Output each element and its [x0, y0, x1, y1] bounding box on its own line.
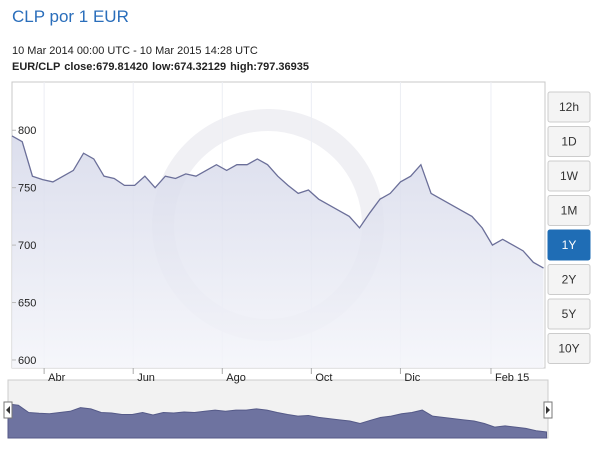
subtitle: 10 Mar 2014 00:00 UTC - 10 Mar 2015 14:2… — [12, 45, 258, 57]
x-tick-label: Ago — [226, 372, 246, 384]
navigator-area — [7, 403, 548, 439]
range-button-label: 1W — [560, 169, 579, 183]
x-tick-label: Feb 15 — [495, 372, 529, 384]
area — [12, 135, 544, 368]
stat-label: close: — [64, 61, 96, 73]
range-button[interactable] — [547, 91, 591, 123]
y-tick-label: 600 — [18, 355, 36, 367]
range-button[interactable] — [547, 126, 591, 157]
y-tick-label: 700 — [18, 240, 36, 252]
navigator-arrow — [6, 406, 10, 414]
range-button-label: 5Y — [562, 307, 577, 321]
range-button-label: 10Y — [558, 342, 579, 356]
range-button-label: 1Y — [562, 238, 577, 252]
range-button-label: 1D — [561, 135, 577, 149]
stat-label: low: — [152, 61, 174, 73]
stats-line: EUR/CLP close:679.81420 low:674.32129 high:… — [12, 61, 309, 73]
pair: EUR/CLP — [12, 61, 60, 73]
x-tick-label: Dic — [404, 372, 420, 384]
range-button[interactable] — [547, 264, 591, 295]
y-tick-label: 800 — [18, 125, 36, 137]
range-button[interactable] — [547, 333, 591, 364]
range-button[interactable] — [547, 195, 591, 226]
navigator-arrow — [546, 406, 550, 414]
stat-label: high: — [230, 61, 257, 73]
range-button[interactable] — [547, 229, 591, 261]
y-tick-label: 750 — [18, 183, 36, 195]
stat-value: 674.32129 — [174, 61, 226, 73]
stat-value: 797.36935 — [257, 61, 309, 73]
range-button-label: 12h — [559, 100, 579, 114]
y-tick-label: 650 — [18, 298, 36, 310]
range-button-label: 1M — [561, 204, 578, 218]
x-tick-label: Oct — [315, 372, 332, 384]
range-button-label: 2Y — [562, 273, 577, 287]
x-tick-label: Jun — [137, 372, 155, 384]
stat-value: 679.81420 — [96, 61, 148, 73]
x-tick-label: Abr — [48, 372, 65, 384]
chart-title: CLP por 1 EUR — [12, 7, 129, 26]
line — [11, 135, 544, 269]
range-button[interactable] — [547, 298, 591, 330]
range-button[interactable] — [547, 160, 591, 192]
